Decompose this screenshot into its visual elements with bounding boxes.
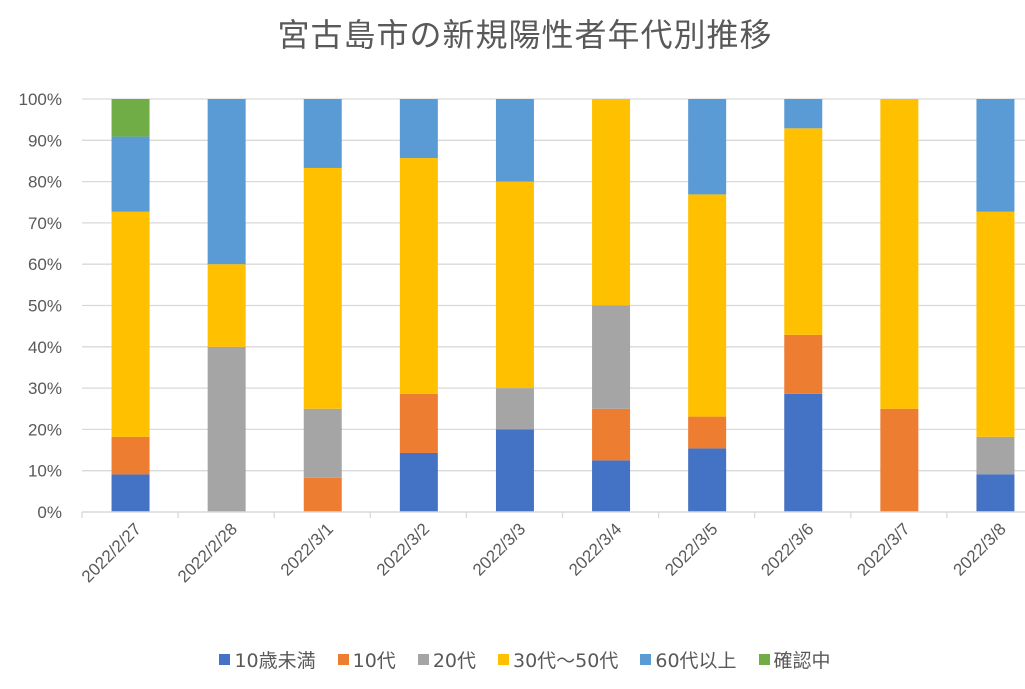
bar-segment xyxy=(976,436,1015,475)
bar-stack xyxy=(688,99,727,512)
bar-stack xyxy=(784,99,823,512)
bar-segment xyxy=(495,429,534,512)
bar-segment xyxy=(207,264,246,347)
bar-segment xyxy=(111,99,150,137)
bar-segment xyxy=(880,408,919,512)
legend-swatch xyxy=(417,654,429,665)
bar-segment xyxy=(399,158,438,394)
bar-segment xyxy=(111,136,150,212)
bar-segment xyxy=(592,460,631,512)
y-tick-label: 60% xyxy=(28,255,62,274)
bar-segment xyxy=(303,99,342,168)
y-tick-label: 90% xyxy=(28,131,62,150)
x-tick-label: 2022/3/2 xyxy=(373,519,433,579)
bar-stack xyxy=(592,99,631,512)
y-tick-label: 20% xyxy=(28,420,62,439)
bar-stack xyxy=(495,99,534,512)
legend-label: 30代～50代 xyxy=(513,650,619,672)
legend-swatch xyxy=(219,654,231,665)
x-tick-label: 2022/3/8 xyxy=(950,519,1010,579)
legend-label: 10代 xyxy=(352,650,396,672)
x-tick-label: 2022/3/3 xyxy=(469,519,529,579)
bar-stack xyxy=(207,99,246,512)
legend-swatch xyxy=(758,654,770,665)
bar-segment xyxy=(976,474,1015,512)
legend-label: 20代 xyxy=(432,650,476,672)
legend-label: 確認中 xyxy=(773,650,831,672)
bar-segment xyxy=(303,477,342,512)
bar-stack xyxy=(111,99,150,512)
legend-item: 10代 xyxy=(337,646,396,673)
bar-stack xyxy=(303,99,342,512)
bar-segment xyxy=(111,211,150,437)
legend-swatch xyxy=(337,654,349,665)
bar-segment xyxy=(592,99,631,306)
bar-stack xyxy=(399,99,438,512)
bar-segment xyxy=(592,408,631,461)
bar-segment xyxy=(303,167,342,409)
bar-segment xyxy=(976,211,1015,437)
legend: 10歳未満 10代 20代 30代～50代 60代以上 確認中 xyxy=(0,646,1025,673)
bar-segment xyxy=(784,334,823,394)
legend-item: 確認中 xyxy=(758,646,831,673)
y-tick-label: 30% xyxy=(28,379,62,398)
y-tick-label: 70% xyxy=(28,214,62,233)
legend-label: 10歳未満 xyxy=(234,650,316,672)
x-axis-ticks: 2022/2/27 2022/2/28 2022/3/1 2022/3/2 2022/3… xyxy=(78,519,1010,586)
bar-segment xyxy=(495,99,534,182)
x-tick-label: 2022/3/1 xyxy=(277,519,337,579)
bar-segment xyxy=(303,408,342,478)
bar-segment xyxy=(399,393,438,453)
bar-segment xyxy=(688,194,727,417)
bar-segment xyxy=(111,436,150,475)
legend-item: 10歳未満 xyxy=(219,646,316,673)
legend-item: 30代～50代 xyxy=(498,646,618,673)
legend-swatch xyxy=(640,654,652,665)
x-axis xyxy=(81,511,1025,518)
bar-segment xyxy=(880,99,919,409)
bar-segment xyxy=(399,452,438,512)
bar-stack xyxy=(880,99,919,512)
plot-area: 0% 10% 20% 30% 40% 50% 60% 70% 80% 90% 100% 2022/2… xyxy=(19,90,1025,586)
bar-segment xyxy=(784,99,823,129)
y-tick-label: 80% xyxy=(28,173,62,192)
y-tick-label: 10% xyxy=(28,462,62,481)
legend-item: 20代 xyxy=(417,646,476,673)
bar-segment xyxy=(592,305,631,409)
x-tick-label: 2022/3/6 xyxy=(757,519,817,579)
bar-segment xyxy=(688,99,727,195)
bar-segment xyxy=(111,474,150,512)
y-tick-label: 100% xyxy=(19,90,62,109)
y-tick-label: 0% xyxy=(37,503,62,522)
bar-segment xyxy=(207,99,246,265)
bar-segment xyxy=(688,416,727,449)
y-tick-label: 40% xyxy=(28,338,62,357)
bar-stack xyxy=(976,99,1015,512)
bar-segment xyxy=(688,448,727,512)
x-tick-label: 2022/3/5 xyxy=(661,519,721,579)
bar-segment xyxy=(495,388,534,430)
x-tick-label: 2022/3/4 xyxy=(565,519,625,579)
legend-label: 60代以上 xyxy=(655,650,737,672)
bar-segment xyxy=(495,181,534,389)
bars xyxy=(111,99,1015,512)
y-axis-ticks: 0% 10% 20% 30% 40% 50% 60% 70% 80% 90% 100% xyxy=(19,90,62,522)
legend-item: 60代以上 xyxy=(640,646,737,673)
bar-segment xyxy=(784,393,823,512)
y-tick-label: 50% xyxy=(28,297,62,316)
bar-segment xyxy=(784,128,823,335)
chart-title: 宮古島市の新規陽性者年代別推移 xyxy=(277,16,773,54)
x-tick-label: 2022/2/28 xyxy=(174,519,241,586)
bar-segment xyxy=(976,99,1015,212)
x-tick-label: 2022/3/7 xyxy=(853,519,913,579)
legend-swatch xyxy=(498,654,509,665)
x-tick-label: 2022/2/27 xyxy=(78,519,145,586)
bar-segment xyxy=(207,346,246,512)
bar-segment xyxy=(399,99,438,159)
